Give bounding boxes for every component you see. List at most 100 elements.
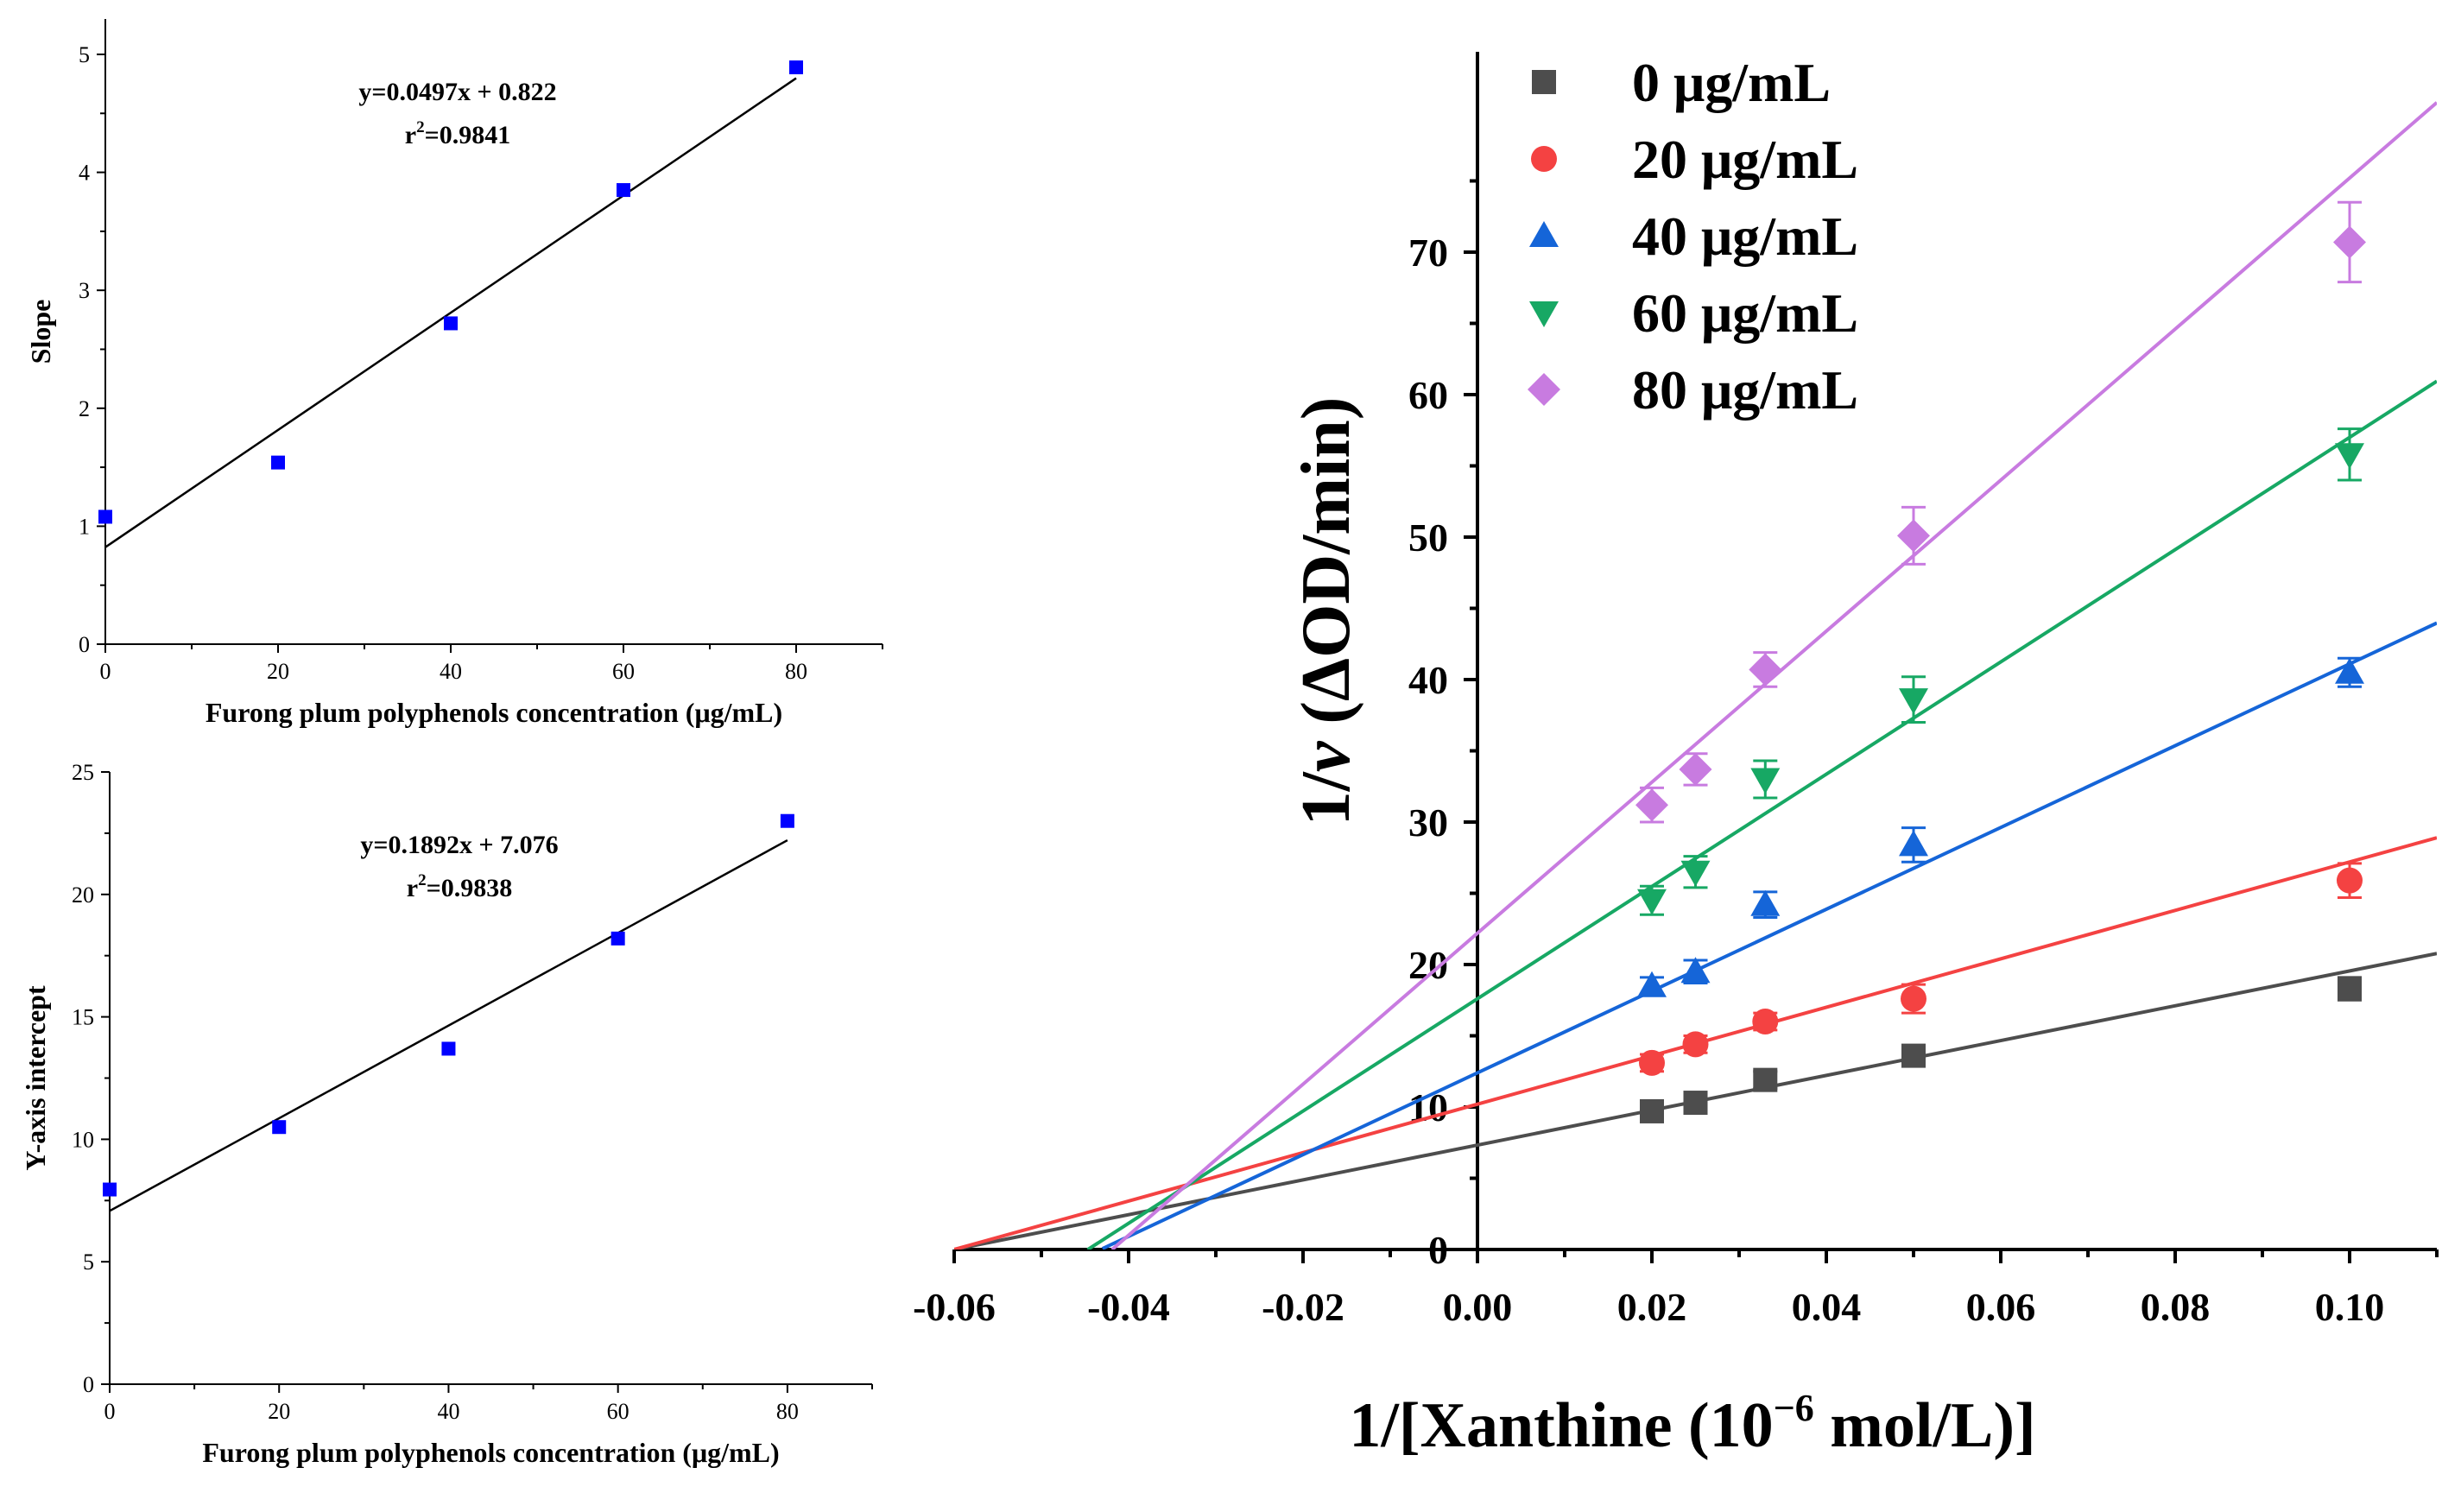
legend-label: 60 μg/mL (1632, 282, 1858, 344)
x-tick-label: 0 (100, 659, 111, 684)
data-point (2335, 657, 2364, 684)
x-tick-label: 20 (267, 659, 289, 684)
data-point (1635, 788, 1668, 822)
data-point (1897, 519, 1930, 553)
series (1639, 862, 2363, 1076)
x-tick-label: 0.00 (1443, 1285, 1513, 1329)
legend: 0 μg/mL 20 μg/mL 40 μg/mL 60 μg/mL 80 μg/mL (1528, 52, 1858, 421)
x-tick-label: 0.06 (1966, 1285, 2036, 1329)
fit-lines (954, 101, 2437, 1249)
data-point (271, 455, 285, 470)
x-axis-label: 1/[Xanthine (10−6 mol/L)] (1349, 1387, 2035, 1461)
y-tick-label: 10 (72, 1127, 94, 1152)
fit-line (1086, 379, 2437, 1249)
data-point (1752, 1009, 1779, 1034)
data-point (1901, 985, 1926, 1012)
data-point (611, 931, 625, 946)
y-tick-label: 40 (1408, 658, 1448, 702)
legend-marker (1532, 70, 1556, 94)
x-tick-label: 80 (785, 659, 807, 684)
x-tick-label: 20 (268, 1399, 290, 1424)
data-point (617, 183, 630, 198)
data-point (441, 1041, 456, 1056)
data-point (1637, 971, 1667, 997)
y-axis-label-tail: (ΔOD/min) (1288, 397, 1364, 742)
series (1637, 656, 2364, 997)
data-point (1899, 688, 1928, 715)
fit-line (109, 838, 788, 1212)
data-point (444, 316, 458, 331)
y-tick-label: 0 (83, 1372, 94, 1397)
data-point (1637, 889, 1667, 915)
r-squared: r2=0.9841 (405, 118, 510, 149)
lineweaver-burk: -0.06 -0.04 -0.02 0.00 0.02 0.04 0.06 0.08 0.10 0… (913, 52, 2439, 1461)
y-axis-label-italic: v (1288, 740, 1364, 772)
data-point (2338, 977, 2362, 1002)
y-tick-label: 30 (1408, 800, 1448, 845)
r-squared-value: =0.9838 (427, 874, 513, 902)
x-tick-label: 40 (440, 659, 462, 684)
x-axis-label: Furong plum polyphenols concentration (μ… (206, 697, 782, 728)
data-point (1639, 1049, 1665, 1076)
data-point (1899, 830, 1928, 857)
legend-label: 20 μg/mL (1632, 129, 1858, 190)
data-point (2335, 443, 2364, 470)
data-point (1682, 1031, 1709, 1058)
x-tick-label: 0.08 (2141, 1285, 2211, 1329)
y-tick-label: 0 (79, 632, 90, 657)
x-tick-label: 0.10 (2315, 1285, 2385, 1329)
series (1637, 427, 2364, 916)
y-tick-label: 60 (1408, 373, 1448, 417)
r-squared-value: =0.9841 (425, 121, 511, 149)
r-squared-superscript: 2 (416, 118, 425, 136)
data-point (98, 509, 112, 524)
x-tick-label: 60 (607, 1399, 629, 1424)
legend-label: 40 μg/mL (1632, 206, 1858, 267)
r-squared-prefix: r (407, 874, 418, 902)
y-tick-label: 25 (72, 760, 94, 785)
data-point (2333, 225, 2366, 259)
legend-marker (1529, 301, 1559, 327)
y-tick-label: 2 (79, 396, 90, 421)
data-point (1901, 1043, 1926, 1068)
x-tick-label: 0.04 (1792, 1285, 1862, 1329)
fit-equation: y=0.1892x + 7.076 (360, 831, 558, 859)
slope-plot: 0 20 40 60 80 0 1 2 3 4 5 Furong plum polyphenols c… (25, 19, 883, 728)
y-tick-label: 4 (79, 161, 90, 186)
data-point (1679, 752, 1712, 786)
x-tick-label: 80 (776, 1399, 799, 1424)
y-tick-label: 5 (79, 42, 90, 67)
data-point (1750, 768, 1781, 794)
series (1640, 976, 2362, 1123)
y-tick-label: 1 (79, 514, 90, 539)
y-axis-label: Slope (25, 300, 56, 364)
data-point (789, 60, 803, 75)
fit-equation: y=0.0497x + 0.822 (358, 78, 556, 106)
x-tick-label: 0.02 (1617, 1285, 1687, 1329)
x-tick-label: 40 (437, 1399, 459, 1424)
data-point (1750, 889, 1781, 916)
data-point (1640, 1098, 1664, 1123)
data-point (1680, 860, 1711, 887)
r-squared-superscript: 2 (418, 871, 427, 889)
data-point (2337, 867, 2363, 894)
data-point (1680, 957, 1711, 984)
x-tick-label: -0.04 (1087, 1285, 1170, 1329)
data-point (1749, 653, 1782, 686)
series (1635, 200, 2366, 824)
y-tick-label: 5 (83, 1249, 94, 1275)
x-tick-label: 0 (104, 1399, 116, 1424)
data-point (272, 1120, 287, 1135)
y-tick-label: 70 (1408, 231, 1448, 275)
y-tick-label: 3 (79, 278, 90, 303)
y-axis-label: 1/v (ΔOD/min) (1288, 397, 1364, 826)
fit-line (104, 77, 797, 548)
y-axis-label-prefix: 1/ (1288, 770, 1364, 826)
x-axis-label-tail: mol/L)] (1814, 1390, 2036, 1461)
intercept-plot: 0 20 40 60 80 0 5 10 15 20 25 Furong plum polypheno… (20, 760, 873, 1468)
data-point (1683, 1091, 1708, 1116)
x-axis-label-superscript: −6 (1774, 1387, 1814, 1429)
legend-label: 80 μg/mL (1632, 359, 1858, 421)
r-squared-prefix: r (405, 121, 416, 149)
